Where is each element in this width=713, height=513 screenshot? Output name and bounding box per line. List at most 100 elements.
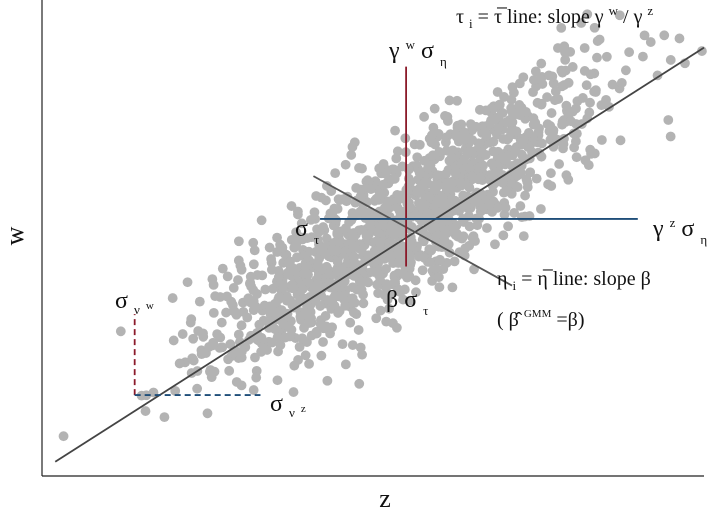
data-point xyxy=(381,263,391,274)
data-point xyxy=(450,195,460,206)
data-point xyxy=(414,167,425,178)
data-point xyxy=(542,119,553,130)
data-point xyxy=(530,66,541,77)
data-point xyxy=(548,127,559,138)
tau-line xyxy=(54,46,705,463)
data-point xyxy=(217,342,228,353)
data-point xyxy=(341,223,351,233)
data-point xyxy=(697,46,707,56)
data-point xyxy=(497,177,508,188)
data-point xyxy=(245,271,256,282)
data-point xyxy=(286,201,297,211)
data-point xyxy=(340,300,351,311)
data-point xyxy=(168,335,179,346)
data-point xyxy=(596,100,607,111)
data-point xyxy=(581,80,592,91)
data-point xyxy=(182,277,193,288)
data-point xyxy=(378,179,389,190)
data-point xyxy=(300,350,311,361)
data-point xyxy=(365,218,376,229)
data-point xyxy=(288,263,299,274)
data-point xyxy=(208,307,219,318)
data-point xyxy=(546,108,557,118)
data-point xyxy=(577,93,588,103)
data-point xyxy=(399,284,410,295)
data-point xyxy=(585,69,596,80)
data-point xyxy=(494,99,505,110)
data-point xyxy=(424,191,435,202)
data-point xyxy=(348,307,359,318)
data-point xyxy=(192,383,203,394)
data-point xyxy=(607,79,618,90)
data-point xyxy=(297,333,308,344)
data-point xyxy=(601,51,612,62)
data-point xyxy=(419,155,430,166)
data-point xyxy=(427,130,437,141)
data-point xyxy=(256,215,267,226)
chart-lines xyxy=(54,46,705,463)
data-point xyxy=(433,272,444,283)
data-point xyxy=(354,378,365,389)
data-point xyxy=(531,173,542,184)
data-point xyxy=(522,176,533,187)
data-point xyxy=(390,276,400,287)
data-point xyxy=(374,163,385,174)
data-point xyxy=(536,58,547,69)
data-point xyxy=(280,332,290,343)
data-point xyxy=(177,329,188,339)
data-point xyxy=(264,242,275,253)
data-point xyxy=(324,270,335,280)
data-point xyxy=(294,341,305,352)
data-point xyxy=(399,242,410,253)
data-point xyxy=(563,77,574,88)
data-point xyxy=(351,183,362,193)
data-point xyxy=(571,152,582,163)
data-point xyxy=(554,159,565,169)
data-point xyxy=(590,87,601,97)
data-point xyxy=(361,230,372,241)
data-point xyxy=(452,95,462,106)
eta-line xyxy=(312,175,513,287)
data-point xyxy=(565,116,576,127)
data-point xyxy=(347,282,358,293)
data-point xyxy=(485,199,495,210)
data-point xyxy=(389,227,400,238)
data-point xyxy=(583,160,594,171)
data-point xyxy=(501,117,512,128)
data-point xyxy=(326,186,337,196)
data-point xyxy=(231,309,242,320)
y-axis-label: w xyxy=(0,226,29,245)
data-point xyxy=(451,131,462,142)
data-point xyxy=(236,380,247,391)
data-point xyxy=(405,176,416,187)
sigma-v-z-label: σ ν z xyxy=(270,391,306,423)
data-point xyxy=(440,198,451,209)
data-point xyxy=(305,214,316,225)
data-point xyxy=(460,134,471,145)
data-point xyxy=(665,131,676,142)
data-point xyxy=(374,270,384,281)
data-point xyxy=(567,62,578,72)
data-point xyxy=(458,154,469,165)
data-point xyxy=(542,92,552,103)
data-point xyxy=(314,227,324,237)
data-point xyxy=(207,274,218,284)
data-point xyxy=(275,340,286,350)
data-point xyxy=(233,329,244,340)
data-point xyxy=(507,82,518,93)
data-point xyxy=(316,350,327,361)
data-point xyxy=(464,240,475,251)
data-point xyxy=(321,321,332,332)
data-point xyxy=(518,231,529,242)
data-point xyxy=(286,280,297,291)
data-point xyxy=(482,223,492,233)
data-point xyxy=(410,275,421,286)
data-point xyxy=(446,152,457,163)
data-point xyxy=(312,260,323,271)
data-point xyxy=(467,171,478,182)
data-point xyxy=(512,182,523,192)
data-point xyxy=(293,209,303,220)
data-point xyxy=(185,317,196,328)
data-point xyxy=(266,254,277,264)
data-point xyxy=(579,43,590,53)
